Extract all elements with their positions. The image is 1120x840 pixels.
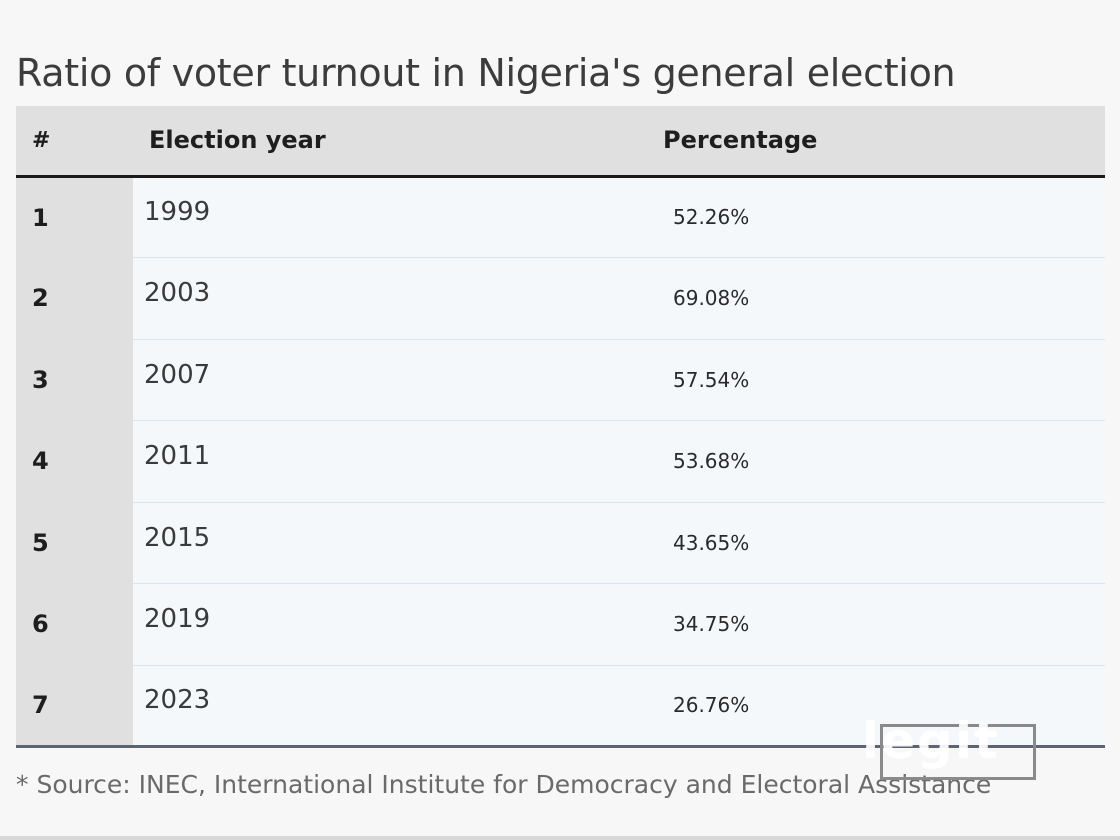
row-number: 3 <box>16 339 133 421</box>
row-percentage: 34.75% <box>647 583 1105 666</box>
row-election-year: 2011 <box>133 420 647 503</box>
row-percentage: 52.26% <box>647 176 1105 258</box>
row-number: 6 <box>16 583 133 665</box>
row-number: 4 <box>16 420 133 502</box>
row-number: 5 <box>16 502 133 584</box>
turnout-table: # Election year Percentage 1 1999 52.26%… <box>16 106 1105 748</box>
table-row: 4 2011 53.68% <box>16 420 1105 503</box>
row-election-year: 2015 <box>133 502 647 584</box>
table-body: 1 1999 52.26% 2 2003 69.08% 3 2007 57.54… <box>16 176 1105 748</box>
row-percentage: 43.65% <box>647 502 1105 584</box>
legit-logo-icon <box>880 724 1036 780</box>
table-row: 7 2023 26.76% <box>16 665 1105 748</box>
row-election-year: 2019 <box>133 583 647 666</box>
header-row: # Election year Percentage <box>16 106 1105 178</box>
row-election-year: 2007 <box>133 339 647 421</box>
row-number: 2 <box>16 257 133 339</box>
watermark-text: legit <box>862 712 1000 770</box>
table-row: 3 2007 57.54% <box>16 339 1105 421</box>
row-number: 1 <box>16 176 133 258</box>
row-percentage: 53.68% <box>647 420 1105 503</box>
table-row: 6 2019 34.75% <box>16 583 1105 666</box>
row-election-year: 2003 <box>133 257 647 340</box>
row-election-year: 1999 <box>133 176 647 258</box>
header-election-year: Election year <box>133 106 647 178</box>
table-row: 5 2015 43.65% <box>16 502 1105 584</box>
table-row: 1 1999 52.26% <box>16 176 1105 258</box>
row-percentage: 57.54% <box>647 339 1105 421</box>
row-election-year: 2023 <box>133 665 647 748</box>
turnout-table-container: # Election year Percentage 1 1999 52.26%… <box>16 106 1105 748</box>
header-percentage: Percentage <box>647 106 1105 178</box>
header-num: # <box>16 106 133 178</box>
table-row: 2 2003 69.08% <box>16 257 1105 340</box>
row-percentage: 26.76% <box>647 665 1105 748</box>
row-percentage: 69.08% <box>647 257 1105 340</box>
bottom-divider <box>0 836 1120 840</box>
source-footnote: * Source: INEC, International Institute … <box>16 770 992 799</box>
table-header: # Election year Percentage <box>16 106 1105 178</box>
row-number: 7 <box>16 665 133 748</box>
page-title: Ratio of voter turnout in Nigeria's gene… <box>16 51 956 96</box>
